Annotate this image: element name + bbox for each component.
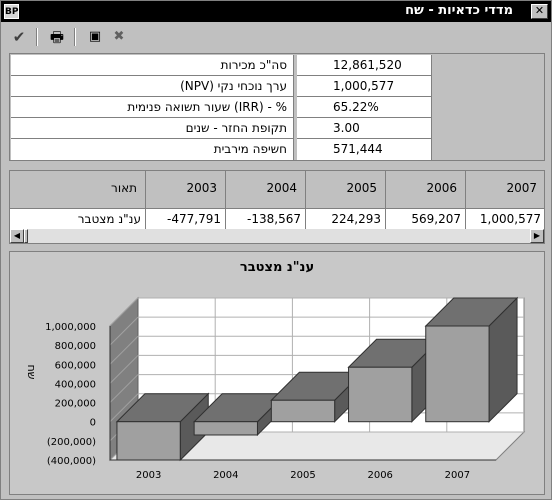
chart-x-tick-label: 2004 [213,470,238,481]
chart-x-tick-label: 2003 [136,470,161,481]
export-icon[interactable]: ▣ [88,29,102,44]
chart-x-tick-label: 2005 [290,470,315,481]
toolbar-separator [36,28,38,46]
chart-gridline [109,335,139,365]
grid-header-year[interactable]: 2007 [466,171,544,209]
scroll-right-icon[interactable]: ▶ [530,229,544,243]
summary-row-irr: % - (IRR) שעור תשואה פנימית 65.22% [10,97,544,118]
chart-y-tick-label: 400,000 [55,379,96,390]
chart-svg: 1,000,000 800,000 600,000 400,000 200,000 0 (2… [25,296,526,481]
summary-row-payback: תקופת החזר - שנים 3.00 [10,118,544,139]
chart-y-tick-label: 200,000 [55,399,96,410]
grid-row-label[interactable]: ענ"נ מצטבר [10,209,146,230]
yearly-grid: תאור 2003 2004 2005 2006 2007 ענ"נ מצטבר… [9,170,545,244]
summary-label: סה"כ מכירות [11,55,294,76]
chart-x-tick-label: 2006 [367,470,392,481]
grid-cell[interactable]: -138,567 [226,209,306,230]
title-bar: BP מדדי כדאיות - שח ✕ [1,1,551,22]
chart-y-tick-label: (200,000) [47,437,96,448]
summary-label: חשיפה מירבית [11,139,294,160]
chart-y-tick-label: 0 [90,418,96,429]
chart-gridline [109,374,139,403]
scroll-thumb[interactable] [24,229,28,243]
summary-value: 571,444 [297,139,432,160]
summary-value: 65.22% [297,97,432,118]
grid-header-year[interactable]: 2003 [146,171,226,209]
toolbar-separator [74,28,76,46]
chart-gridline [109,297,139,327]
summary-label: ערך נוכחי נקי (NPV) [11,76,294,97]
grid-cell[interactable]: 1,000,577 [466,209,544,230]
print-icon[interactable]: 🖶 [49,28,65,46]
grid-cell[interactable]: 569,207 [386,209,466,230]
summary-table: סה"כ מכירות 12,861,520 ערך נוכחי נקי (NP… [9,53,545,161]
grid-header-year[interactable]: 2005 [306,171,386,209]
chart-bar [270,399,336,423]
chart-bar [348,366,413,423]
summary-value: 12,861,520 [297,55,432,76]
summary-value: 1,000,577 [297,76,432,97]
grid-cell[interactable]: -477,791 [146,209,226,230]
summary-row-npv: ערך נוכחי נקי (NPV) 1,000,577 [10,76,544,97]
summary-row-exposure: חשיפה מירבית 571,444 [10,139,544,160]
window-title: מדדי כדאיות - שח [405,3,513,18]
chart-panel: ענ"נ מצטבר 1,000,000 800,000 600,000 400,00… [9,251,545,495]
close-button[interactable]: ✕ [531,4,548,19]
excel-icon[interactable]: ✖ [113,29,125,44]
chart-y-axis-label: שח [25,365,38,380]
chart-bar [425,325,490,423]
horizontal-scrollbar[interactable]: ◀ ▶ [10,229,544,243]
summary-value: 3.00 [297,118,432,139]
app-icon[interactable]: BP [4,4,19,19]
toolbar: ✔ 🖶 ▣ ✖ [2,24,551,51]
summary-row-sales: סה"כ מכירות 12,861,520 [10,55,544,76]
chart-y-tick-label: 800,000 [55,341,96,352]
grid-cell[interactable]: 224,293 [306,209,386,230]
chart-x-tick-label: 2007 [445,470,470,481]
chart-y-tick-label: (400,000) [47,456,96,467]
chart-title: ענ"נ מצטבר [239,260,315,275]
chart-y-tick-label: 600,000 [55,360,96,371]
grid-header-year[interactable]: 2004 [226,171,306,209]
confirm-icon[interactable]: ✔ [12,28,26,46]
grid-header-description[interactable]: תאור [10,171,146,209]
chart-gridline [109,393,139,423]
chart-gridline [109,355,139,384]
chart-bar [193,421,258,436]
grid-header-year[interactable]: 2006 [386,171,466,209]
scroll-left-icon[interactable]: ◀ [10,229,24,243]
chart-bar [116,421,181,461]
chart-gridline [109,316,139,346]
summary-label: תקופת החזר - שנים [11,118,294,139]
summary-label: % - (IRR) שעור תשואה פנימית [11,97,294,118]
chart-y-tick-label: 1,000,000 [45,322,96,333]
